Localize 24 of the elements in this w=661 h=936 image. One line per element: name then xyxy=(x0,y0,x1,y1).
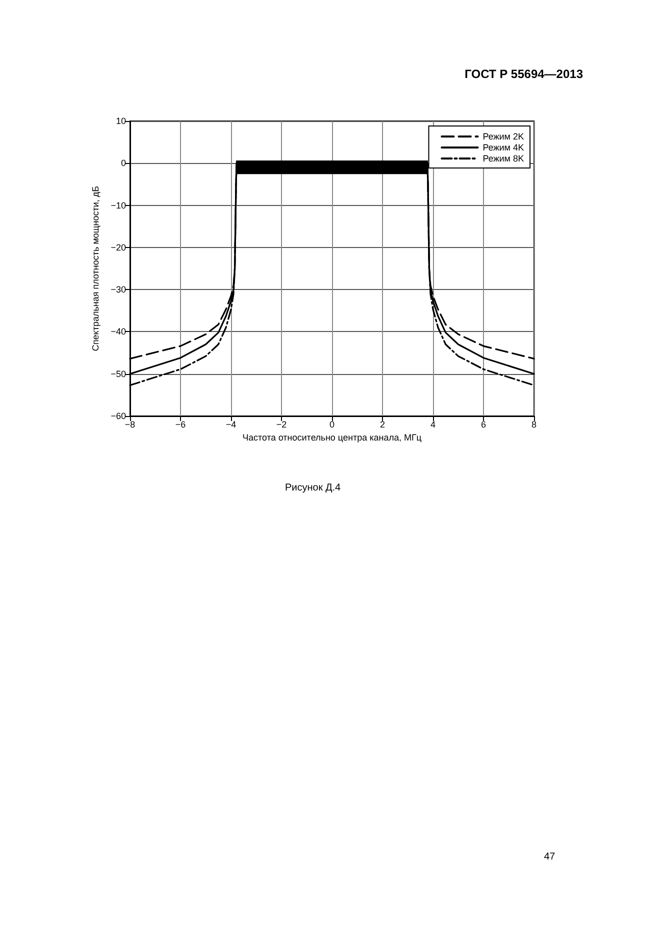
x-tick-label: 0 xyxy=(329,420,335,430)
x-tick-label: 8 xyxy=(531,420,537,430)
x-tick-label: 4 xyxy=(430,420,436,430)
y-tick-label: −40 xyxy=(110,326,126,337)
text: ГОСТ Р 55694—2013 xyxy=(464,67,584,81)
x-tick-label: −2 xyxy=(276,420,287,430)
x-axis-title: Частота относительно центра канала, МГц xyxy=(242,432,422,442)
legend-label: Режим 8K xyxy=(482,154,524,164)
y-axis-title: Спектральная плотность мощности, дБ xyxy=(90,186,100,352)
y-tick-label: −50 xyxy=(110,368,126,379)
y-tick-label: −20 xyxy=(110,242,126,252)
x-tick-label: 2 xyxy=(380,420,386,430)
y-tick-label: −30 xyxy=(110,284,126,295)
x-tick-label: −8 xyxy=(124,420,136,430)
x-tick-label: −4 xyxy=(226,420,236,430)
x-tick-label: −6 xyxy=(175,420,186,430)
text: Рисунок Д.4 xyxy=(285,482,342,494)
legend-label: Режим 2K xyxy=(482,132,524,142)
text: 47 xyxy=(544,852,556,862)
legend-label: Режим 4K xyxy=(482,142,524,152)
y-tick-label: −10 xyxy=(110,200,126,210)
y-tick-label: −60 xyxy=(110,411,126,421)
x-tick-label: 6 xyxy=(480,420,486,430)
y-tick-label: 10 xyxy=(116,116,126,126)
